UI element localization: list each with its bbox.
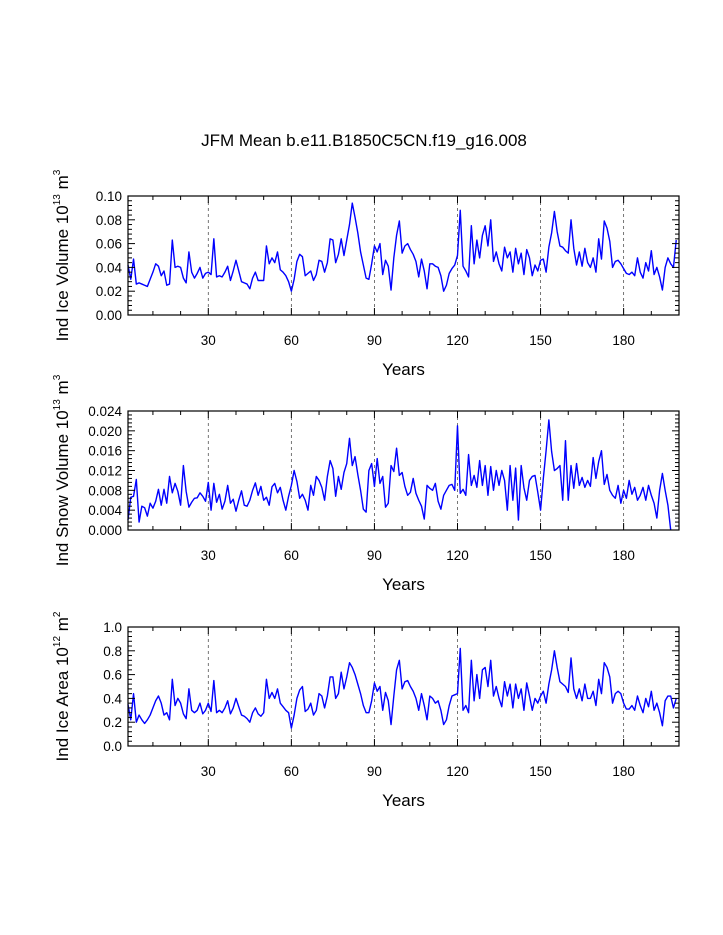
y-tick-label: 0.012 xyxy=(88,464,122,479)
x-tick-label: 90 xyxy=(367,548,382,563)
y-axis-title: Ind Ice Area 1012 m2 xyxy=(52,611,72,761)
x-tick-label: 180 xyxy=(612,333,635,348)
x-tick-label: 150 xyxy=(529,333,552,348)
x-tick-label: 60 xyxy=(284,548,299,563)
y-tick-label: 1.0 xyxy=(103,620,122,635)
x-tick-label: 120 xyxy=(446,764,469,779)
x-tick-label: 30 xyxy=(201,548,216,563)
series-line xyxy=(127,419,672,531)
x-tick-label: 150 xyxy=(529,764,552,779)
y-tick-label: 0.04 xyxy=(96,260,123,275)
x-tick-label: 30 xyxy=(201,764,216,779)
x-tick-label: 60 xyxy=(284,333,299,348)
x-tick-label: 30 xyxy=(201,333,216,348)
y-tick-label: 0.08 xyxy=(96,213,122,228)
y-tick-label: 0.6 xyxy=(103,668,122,683)
y-tick-label: 0.004 xyxy=(88,503,122,518)
y-tick-label: 0.008 xyxy=(88,483,122,498)
x-tick-label: 90 xyxy=(367,764,382,779)
y-tick-label: 0.8 xyxy=(103,644,122,659)
series-line xyxy=(127,202,677,292)
y-tick-label: 0.016 xyxy=(88,444,122,459)
y-tick-label: 0.024 xyxy=(88,404,122,419)
y-tick-label: 0.000 xyxy=(88,523,122,538)
x-tick-label: 120 xyxy=(446,548,469,563)
y-tick-label: 0.4 xyxy=(103,691,122,706)
x-axis-title: Years xyxy=(382,360,425,379)
x-tick-label: 150 xyxy=(529,548,552,563)
x-tick-label: 90 xyxy=(367,333,382,348)
plot-frame xyxy=(127,195,680,316)
y-axis-title: Ind Ice Volume 1013 m3 xyxy=(52,169,72,341)
chart-title: JFM Mean b.e11.B1850C5CN.f19_g16.008 xyxy=(201,131,527,150)
x-axis-title: Years xyxy=(382,791,425,810)
y-tick-label: 0.2 xyxy=(103,715,122,730)
y-tick-label: 0.06 xyxy=(96,237,122,252)
plot-frame xyxy=(127,410,680,531)
series-line xyxy=(127,647,677,729)
x-axis-title: Years xyxy=(382,575,425,594)
panels: 0.00 0.02 0.04 0.06 0.08 0.10 30 60 90 120 150 180 Y… xyxy=(52,169,680,810)
chart-panel-2: 0.000 0.004 0.008 0.012 0.016 0.020 0.024 30 60 9… xyxy=(52,374,680,594)
y-axis-title: Ind Snow Volume 1013 m3 xyxy=(52,374,72,566)
x-tick-label: 60 xyxy=(284,764,299,779)
chart-panel-1: 0.00 0.02 0.04 0.06 0.08 0.10 30 60 90 120 150 180 Y… xyxy=(52,169,680,379)
plot-frame xyxy=(127,626,680,747)
y-tick-label: 0.10 xyxy=(96,189,122,204)
y-tick-label: 0.0 xyxy=(103,739,122,754)
y-tick-label: 0.00 xyxy=(96,308,122,323)
x-tick-label: 180 xyxy=(612,764,635,779)
chart-panel-3: 0.0 0.2 0.4 0.6 0.8 1.0 30 60 90 120 150 180 Years In… xyxy=(52,611,680,810)
x-tick-label: 120 xyxy=(446,333,469,348)
y-tick-label: 0.020 xyxy=(88,424,122,439)
x-tick-label: 180 xyxy=(612,548,635,563)
y-tick-label: 0.02 xyxy=(96,284,122,299)
